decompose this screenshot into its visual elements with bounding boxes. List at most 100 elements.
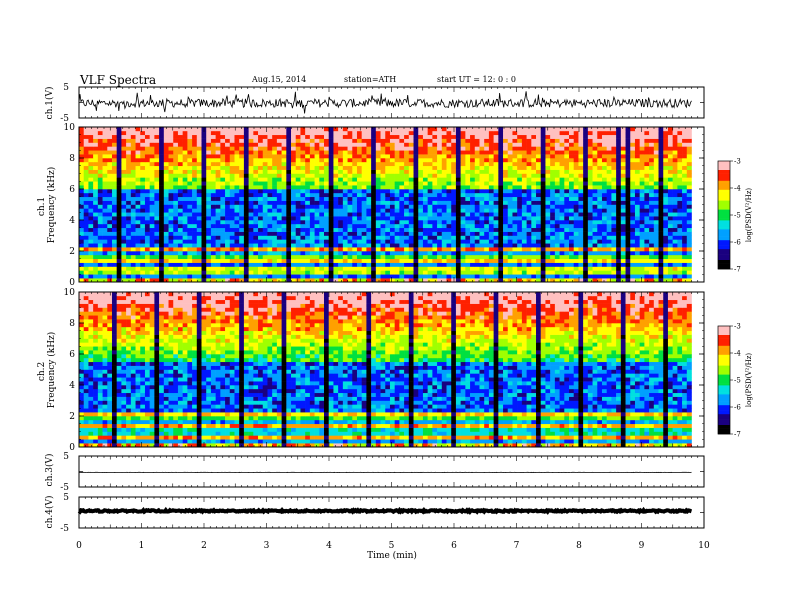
spectrogram-cell (210, 196, 216, 201)
spectrogram-cell (102, 142, 108, 147)
spectrogram-cell (225, 208, 231, 213)
spectrogram-cell (493, 266, 499, 271)
spectrogram-cell (309, 192, 315, 198)
spectrogram-cell (319, 208, 325, 213)
spectrogram-cell (267, 185, 273, 190)
spectrogram-cell (324, 177, 330, 182)
spectrogram-cell (187, 266, 193, 271)
spectrogram-cell (272, 192, 278, 198)
spectrogram-cell (79, 223, 85, 229)
spectrogram-cell (484, 254, 490, 260)
spectrogram-cell (159, 212, 165, 217)
spectrogram-cell (375, 208, 381, 213)
spectrogram-cell (182, 185, 188, 190)
spectrogram-cell (140, 223, 146, 229)
spectrogram-cell (493, 262, 499, 267)
spectrogram-cell (173, 216, 179, 221)
spectrogram-cell (644, 154, 650, 159)
spectrogram-cell (465, 173, 471, 178)
spectrogram-cell (328, 154, 334, 159)
spectrogram-cell (649, 169, 655, 174)
spectrogram-cell (389, 189, 395, 194)
spectrogram-cell (79, 274, 85, 279)
spectrogram-cell (526, 227, 532, 232)
spectrogram-cell (550, 243, 556, 248)
spectrogram-cell (446, 231, 452, 236)
spectrogram-cell (672, 243, 678, 248)
spectrogram-cell (206, 243, 212, 248)
spectrogram-cell (451, 196, 457, 201)
spectrogram-cell (111, 181, 117, 186)
spectrogram-cell (601, 270, 607, 275)
spectrogram-cell (413, 181, 419, 186)
spectrogram-cell (569, 189, 575, 194)
spectrogram-cell (564, 185, 570, 190)
spectrogram-cell (634, 254, 640, 260)
spectrogram-cell (564, 231, 570, 236)
spectrogram-cell (163, 262, 169, 267)
spectrogram-cell (239, 270, 245, 275)
spectrogram-cell (168, 165, 174, 170)
spectrogram-cell (121, 227, 127, 232)
spectrogram-cell (276, 278, 282, 283)
spectrogram-cell (545, 266, 551, 271)
spectrogram-cell (111, 235, 117, 240)
spectrogram-cell (493, 146, 499, 151)
spectrogram-cell (639, 278, 645, 283)
spectrogram-cell (427, 189, 433, 194)
spectrogram-cell (366, 161, 372, 167)
spectrogram-cell (394, 173, 400, 178)
spectrogram-cell (667, 146, 673, 151)
spectrogram-cell (272, 146, 278, 151)
spectrogram-cell (460, 251, 466, 256)
spectrogram-cell (163, 173, 169, 178)
spectrogram-cell (366, 212, 372, 217)
spectrogram-cell (97, 204, 103, 209)
spectrogram-cell (79, 173, 85, 178)
spectrogram-cell (135, 173, 141, 178)
spectrogram-cell (281, 169, 287, 174)
spectrogram-cell (111, 138, 117, 143)
spectrogram-cell (300, 223, 306, 229)
spectrogram-cell (488, 247, 494, 252)
spectrogram-cell (210, 200, 216, 205)
spectrogram-cell (625, 235, 631, 240)
spectrogram-cell (653, 154, 659, 159)
spectrogram-cell (342, 138, 348, 143)
spectrogram-cell (503, 258, 509, 263)
spectrogram-cell (121, 216, 127, 221)
spectrogram-cell (272, 266, 278, 271)
spectrogram-cell (229, 216, 235, 221)
spectrogram-cell (253, 192, 259, 198)
spectrogram-cell (248, 251, 254, 256)
spectrogram-cell (375, 146, 381, 151)
spectrogram-cell (215, 177, 221, 182)
spectrogram-cell (667, 274, 673, 279)
spectrogram-cell (206, 158, 212, 163)
spectrogram-cell (121, 258, 127, 263)
spectrogram-cell (663, 204, 669, 209)
spectrogram-cell (267, 196, 273, 201)
spectrogram-cell (493, 254, 499, 260)
spectrogram-cell (460, 150, 466, 155)
spectrogram-cell (182, 239, 188, 244)
spectrogram-cell (366, 158, 372, 163)
spectrogram-cell (540, 208, 546, 213)
spectrogram-cell (413, 235, 419, 240)
spectrogram-cell (531, 212, 537, 217)
spectrogram-cell (309, 278, 315, 283)
spectrogram-cell (408, 247, 414, 252)
spectrogram-cell (437, 227, 443, 232)
spectrogram-cell (267, 161, 273, 167)
spectrogram-cell (126, 251, 132, 256)
spectrogram-cell (291, 150, 297, 155)
spectrogram-cell (300, 200, 306, 205)
spectrogram-cell (182, 258, 188, 263)
spectrogram-cell (451, 254, 457, 260)
spectrogram-cell (361, 196, 367, 201)
spectrogram-cell (229, 239, 235, 244)
spectrogram-cell (672, 200, 678, 205)
spectrogram-cell (446, 274, 452, 279)
spectrogram-cell (220, 251, 226, 256)
spectrogram-cell (215, 231, 221, 236)
